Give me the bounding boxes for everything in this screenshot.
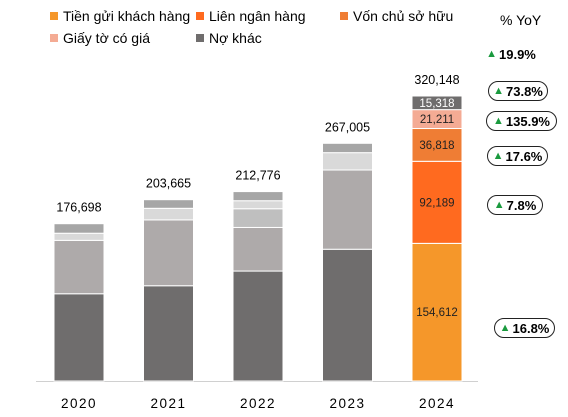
bar-total-label: 320,148 [414, 73, 459, 87]
yoy-badge-deposits-mid: ▲ 7.8% [487, 195, 543, 215]
segment-label: 15,318 [419, 98, 454, 110]
x-tick-label: 2023 [329, 396, 365, 411]
segment-label: 21,211 [420, 114, 454, 126]
bar-segment-2024-1 [411, 242, 463, 382]
x-tick-label: 2024 [419, 396, 455, 411]
yoy-header: % YoY [500, 12, 542, 28]
bar-segment-2024-2 [411, 160, 463, 244]
segment-label: 36,818 [419, 140, 454, 152]
bar-total-label: 176,698 [56, 201, 101, 215]
legend-item-interbank: Liên ngân hàng [196, 8, 306, 24]
yoy-value: 17.6% [505, 148, 543, 164]
bar-total-label: 203,665 [146, 177, 191, 191]
yoy-value: 7.8% [506, 197, 537, 213]
up-triangle-icon: ▲ [486, 48, 497, 60]
bar-segment-2023-5 [322, 142, 373, 154]
up-triangle-icon: ▲ [493, 115, 504, 127]
bar-total-label: 267,005 [325, 120, 370, 134]
bar-segment-2020-1 [53, 293, 105, 382]
bar-segment-2022-3 [232, 208, 284, 228]
legend-swatch-other-liabilities [196, 34, 204, 42]
bar-segment-2022-2 [232, 226, 284, 272]
yoy-badge-deposits: ▲ 16.8% [494, 318, 555, 338]
yoy-value: 19.9% [499, 46, 536, 62]
chart-legend: Tiền gửi khách hàng Liên ngân hàng Vốn c… [50, 8, 470, 52]
up-triangle-icon: ▲ [499, 322, 511, 334]
segment-label: 92,189 [419, 197, 454, 209]
bar-segment-2023-2 [322, 169, 373, 250]
yoy-badge-valuable-papers: ▲ 73.8% [488, 81, 548, 101]
legend-swatch-interbank [196, 12, 204, 20]
bar-segment-2021-5 [143, 199, 194, 209]
x-tick-label: 2022 [240, 396, 276, 411]
bar-segment-2023-4 [322, 152, 373, 171]
yoy-badge-equity: ▲ 135.9% [486, 111, 557, 131]
yoy-value: 16.8% [512, 320, 550, 336]
legend-item-equity: Vốn chủ sở hữu [340, 8, 453, 24]
x-tick-label: 2021 [150, 396, 186, 411]
legend-label-other-liabilities: Nợ khác [209, 30, 262, 46]
bar-segment-2021-1 [143, 285, 194, 382]
yoy-value: 73.8% [506, 83, 543, 99]
legend-label-deposits: Tiền gửi khách hàng [63, 8, 191, 24]
legend-swatch-deposits [50, 12, 58, 20]
bar-segment-2020-5 [53, 223, 105, 234]
legend-swatch-valuable-papers [50, 34, 58, 42]
bar-segment-2024-5 [411, 95, 463, 111]
up-triangle-icon: ▲ [493, 199, 505, 211]
yoy-badge-interbank: ▲ 17.6% [487, 146, 548, 166]
legend-item-deposits: Tiền gửi khách hàng [50, 8, 190, 24]
bar-segment-2022-5 [232, 191, 284, 202]
up-triangle-icon: ▲ [493, 85, 504, 97]
yoy-badge-other-liabilities: ▲ 19.9% [480, 44, 542, 64]
legend-label-valuable-papers: Giấy tờ có giá [63, 30, 150, 46]
segment-label: 154,612 [416, 307, 458, 319]
bar-segment-2022-1 [232, 270, 284, 382]
legend-item-other-liabilities: Nợ khác [196, 30, 262, 46]
legend-swatch-equity [340, 12, 348, 20]
yoy-value: 135.9% [505, 113, 550, 129]
bar-segment-2020-2 [53, 239, 105, 295]
bar-segment-2022-4 [232, 200, 284, 210]
bar-segment-2023-1 [322, 248, 373, 382]
legend-item-valuable-papers: Giấy tờ có giá [50, 30, 150, 46]
bar-segment-2021-2 [143, 219, 194, 287]
bar-segment-2020-4 [53, 232, 105, 241]
up-triangle-icon: ▲ [492, 150, 504, 162]
bar-segment-2021-4 [143, 207, 194, 221]
legend-label-equity: Vốn chủ sở hữu [353, 8, 454, 24]
x-tick-label: 2020 [61, 396, 97, 411]
bar-segment-2024-3 [411, 128, 463, 162]
bar-total-label: 212,776 [235, 169, 280, 183]
legend-label-interbank: Liên ngân hàng [209, 8, 306, 24]
